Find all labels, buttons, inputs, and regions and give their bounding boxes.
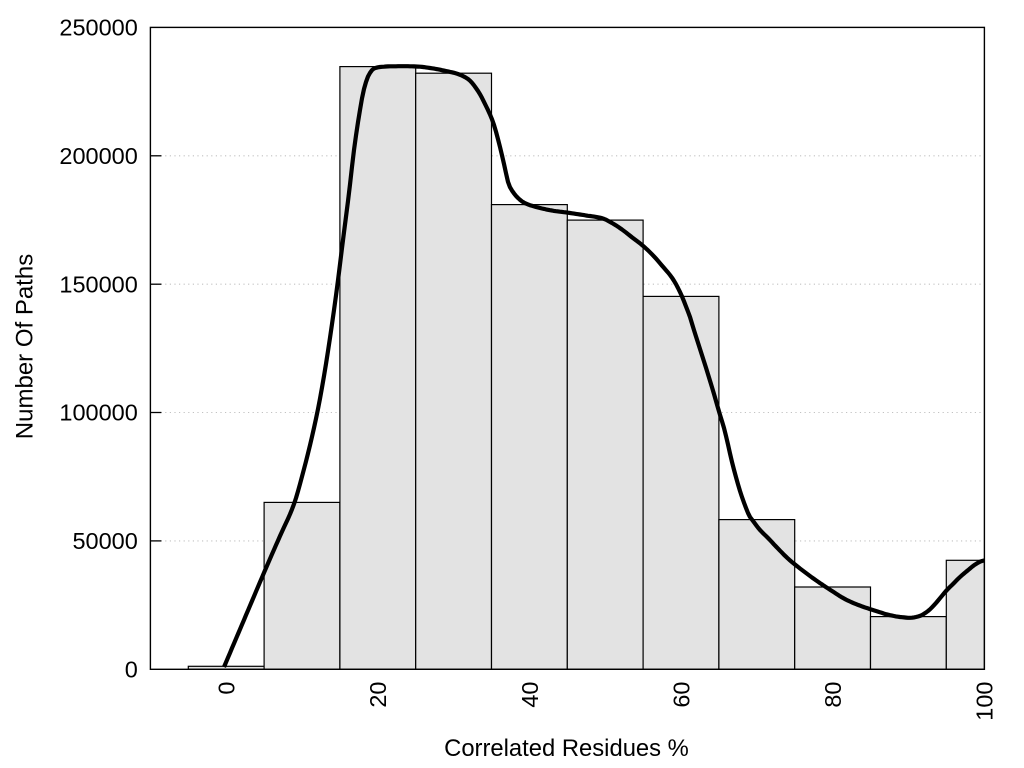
svg-text:80: 80 xyxy=(820,682,846,708)
svg-text:0: 0 xyxy=(214,682,240,695)
svg-text:200000: 200000 xyxy=(59,143,137,169)
svg-text:100: 100 xyxy=(972,682,998,721)
svg-text:Correlated Residues %: Correlated Residues % xyxy=(444,735,689,762)
svg-text:40: 40 xyxy=(517,682,543,708)
svg-text:20: 20 xyxy=(365,682,391,708)
svg-text:0: 0 xyxy=(125,657,138,683)
svg-text:Number Of Paths: Number Of Paths xyxy=(12,254,39,439)
svg-text:250000: 250000 xyxy=(59,15,137,41)
svg-text:150000: 150000 xyxy=(59,271,137,297)
svg-text:100000: 100000 xyxy=(59,400,137,426)
svg-text:50000: 50000 xyxy=(72,528,137,554)
svg-text:60: 60 xyxy=(668,682,694,708)
